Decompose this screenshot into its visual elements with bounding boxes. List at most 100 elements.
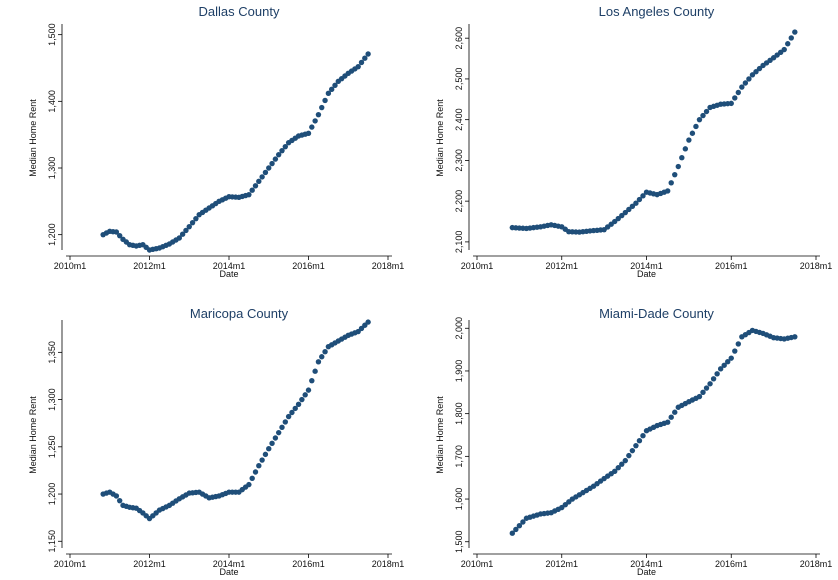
data-point: [305, 387, 312, 393]
x-tick-label: 2010m1: [54, 559, 87, 569]
x-tick-label: 2010m1: [461, 261, 494, 271]
data-point: [700, 389, 706, 396]
data-point: [672, 171, 678, 178]
data-point: [113, 229, 120, 235]
data-point: [732, 348, 738, 354]
data-point: [312, 118, 318, 124]
data-point: [266, 165, 272, 171]
y-tick-label: 1,700: [454, 445, 464, 468]
data-point: [312, 368, 318, 374]
y-tick-label: 1,250: [47, 436, 57, 459]
data-point: [365, 319, 371, 325]
x-tick-label: 2016m1: [715, 559, 748, 569]
x-axis-title: Date: [219, 269, 238, 279]
y-axis-title: Median Home Rent: [435, 99, 445, 177]
data-point: [703, 385, 710, 391]
data-point: [629, 447, 636, 454]
data-point: [664, 419, 671, 425]
data-point: [672, 409, 678, 415]
data-point: [619, 461, 625, 467]
x-tick-label: 2016m1: [715, 261, 748, 271]
x-tick-label: 2014m1: [630, 261, 663, 271]
data-point: [358, 59, 365, 66]
data-point: [640, 433, 646, 439]
data-point: [728, 100, 734, 107]
data-point: [728, 355, 734, 361]
x-tick-label: 2018m1: [800, 559, 833, 569]
data-point: [636, 437, 643, 444]
x-tick-label: 2016m1: [292, 559, 325, 569]
data-point: [176, 235, 183, 241]
data-point: [682, 146, 689, 152]
y-tick-label: 1,300: [47, 157, 57, 180]
data-point: [629, 203, 636, 210]
data-point: [686, 137, 692, 143]
x-tick-label: 2018m1: [800, 261, 833, 271]
data-point: [785, 41, 791, 47]
chart-panel-maricopa: Maricopa County 1,150 1,200 1,250 1,300 1,350…: [28, 306, 404, 577]
data-point: [668, 414, 674, 420]
data-point: [703, 108, 710, 115]
data-point: [319, 104, 325, 111]
x-tick-label: 2014m1: [213, 559, 246, 569]
data-point: [668, 180, 674, 186]
data-point: [325, 90, 332, 97]
data-point: [615, 465, 621, 471]
data-point: [315, 111, 322, 118]
x-axis-title: Date: [637, 269, 656, 279]
data-point: [612, 218, 618, 225]
data-point: [717, 366, 724, 372]
x-tick-label: 2010m1: [461, 559, 494, 569]
data-point: [520, 519, 526, 525]
data-point: [710, 376, 717, 382]
data-point: [732, 95, 738, 101]
data-point: [693, 123, 699, 130]
data-point: [262, 169, 269, 176]
data-point: [305, 130, 312, 137]
chart-panel-dallas: Dallas County 1,200 1,300 1,400 1,500 2010m1 2…: [28, 4, 404, 279]
data-point: [322, 349, 328, 355]
data-point: [282, 419, 289, 425]
data-point: [259, 457, 265, 463]
data-point: [355, 63, 361, 70]
data-point: [615, 215, 621, 222]
y-tick-label: 2,300: [454, 149, 464, 172]
data-point: [696, 116, 703, 123]
y-tick-label: 2,500: [454, 68, 464, 91]
data-point: [781, 46, 787, 53]
data-point: [272, 156, 279, 162]
data-point: [640, 193, 646, 199]
data-point: [622, 209, 629, 216]
data-point: [246, 481, 252, 488]
data-point: [612, 468, 618, 474]
data-point: [252, 183, 259, 189]
data-point: [275, 151, 282, 158]
data-point: [189, 219, 196, 226]
data-point: [365, 51, 371, 57]
data-point: [707, 381, 713, 387]
chart-title-los-angeles: Los Angeles County: [599, 4, 715, 19]
data-point: [262, 451, 269, 458]
data-point: [186, 223, 192, 230]
y-tick-label: 1,900: [454, 360, 464, 383]
data-point: [513, 526, 519, 533]
data-point: [256, 178, 262, 185]
data-point: [275, 429, 282, 436]
data-point: [696, 393, 703, 400]
data-point: [714, 371, 720, 377]
data-point: [689, 130, 696, 136]
y-tick-label: 1,150: [47, 530, 57, 553]
data-point: [746, 76, 752, 82]
chart-panel-los-angeles: Los Angeles County 2,100 2,200 2,300 2,400 2,…: [435, 4, 832, 279]
y-tick-label: 2,600: [454, 27, 464, 50]
data-point: [249, 475, 255, 481]
chart-title-miami-dade: Miami-Dade County: [599, 306, 714, 321]
x-tick-label: 2012m1: [133, 261, 166, 271]
y-tick-label: 2,100: [454, 231, 464, 254]
data-point: [309, 124, 315, 130]
x-tick-label: 2016m1: [292, 261, 325, 271]
data-point: [113, 493, 120, 499]
data-point: [269, 440, 275, 447]
data-point: [249, 187, 255, 193]
data-point: [664, 188, 671, 194]
